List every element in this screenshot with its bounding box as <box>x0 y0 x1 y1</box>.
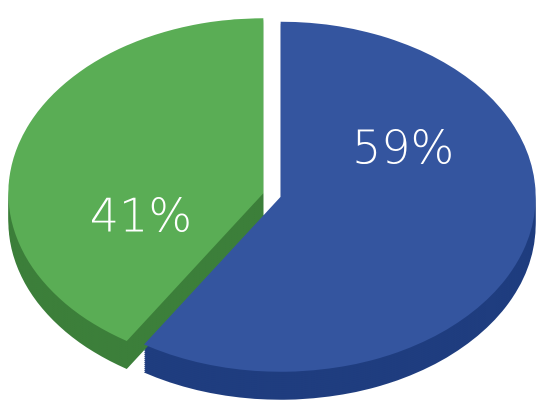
slice <box>144 21 536 372</box>
slice <box>8 18 264 341</box>
slice-label: 41% <box>90 188 192 242</box>
slice-label: 59% <box>352 121 454 175</box>
